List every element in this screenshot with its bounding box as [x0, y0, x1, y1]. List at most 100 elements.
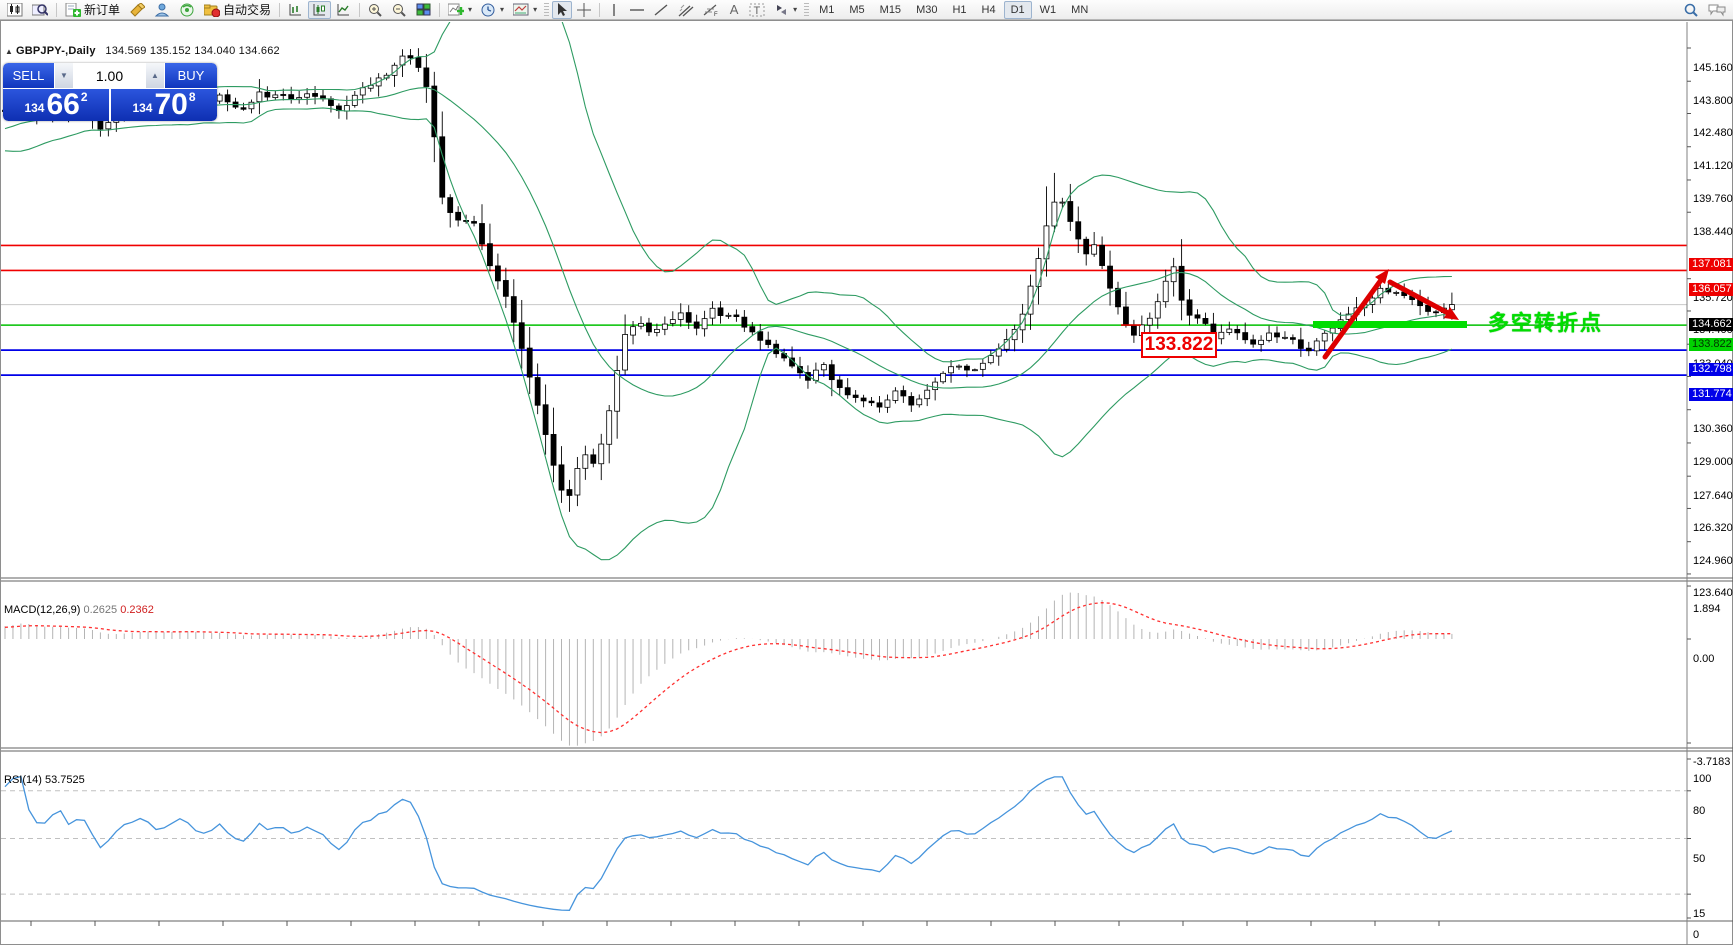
horizontal-line-tool-button[interactable] [625, 1, 649, 19]
toolbar-separator [439, 2, 441, 17]
timeframe-mn-button[interactable]: MN [1071, 3, 1089, 16]
rsi-axis-tick: 100 [1693, 773, 1712, 785]
rsi-axis-tick: 50 [1693, 852, 1706, 865]
rsi-axis-tick: 80 [1693, 804, 1706, 817]
equidistant-channel-icon [678, 4, 694, 16]
toolbar-grip [544, 2, 550, 17]
candlestick-type-button[interactable] [308, 0, 332, 19]
zoom-out-button[interactable] [388, 1, 411, 19]
crosshair-icon [577, 2, 592, 17]
zoom-in-button[interactable] [364, 1, 387, 19]
one-click-trading-panel: SELL ▼ 1.00 ▲ BUY 134 66 2 134 70 8 [3, 63, 217, 121]
symbol-name: GBPJPY-,Daily [16, 45, 96, 57]
community-icon [154, 3, 170, 16]
periods-button[interactable]: ▾ [477, 1, 508, 19]
turning-point-annotation[interactable]: 多空转折点 [1488, 312, 1603, 335]
timeframe-m1-button[interactable]: M1 [819, 3, 835, 16]
trendline-tool-button[interactable] [650, 1, 673, 19]
templates-button[interactable]: ▾ [509, 1, 541, 19]
timeframe-m5-button[interactable]: M5 [849, 3, 865, 16]
timeframe-w1-button[interactable]: W1 [1039, 3, 1057, 16]
price-axis-tick: 141.120 [1693, 160, 1733, 173]
price-axis-tick: 123.640 [1693, 587, 1733, 600]
search-icon [1684, 3, 1698, 17]
macd-value: 0.2625 [83, 604, 118, 616]
channel-tool-button[interactable] [674, 1, 698, 19]
market-watch-button[interactable] [125, 1, 149, 19]
candlestick-type-icon [313, 3, 326, 15]
timeframe-m30-button[interactable]: M30 [916, 3, 938, 16]
text-tool-button[interactable]: A [724, 1, 744, 19]
fibonacci-tool-button[interactable]: F [699, 1, 723, 19]
toolbar-separator [279, 2, 281, 17]
dropdown-arrow-icon: ▾ [533, 5, 538, 14]
line-chart-type-button[interactable] [332, 1, 355, 19]
chart-annotations [1121, 269, 1467, 360]
timeframe-h1-button[interactable]: H1 [952, 3, 967, 16]
price-axis-tick: 143.800 [1693, 94, 1733, 107]
add-indicator-button[interactable]: ▾ [444, 1, 476, 19]
macd-axis-tick: 0.00 [1693, 653, 1715, 665]
crosshair-tool-button[interactable] [573, 1, 595, 19]
candlestick-chart-icon [7, 2, 23, 16]
chat-button[interactable] [1704, 1, 1730, 19]
volume-increase-button[interactable]: ▲ [146, 63, 164, 88]
rsi-axis-tick: 15 [1693, 908, 1706, 921]
rsi-pane [1, 775, 1687, 911]
toolbar-grip [804, 2, 810, 17]
candlesticks [2, 48, 1455, 512]
autotrade-button[interactable]: 自动交易 [200, 1, 275, 19]
cursor-tool-button[interactable] [552, 0, 573, 19]
macd-name: MACD(12,26,9) [4, 604, 81, 616]
chart-profile-button[interactable] [28, 1, 52, 19]
community-button[interactable] [150, 1, 174, 19]
volume-control: ▼ 1.00 ▲ [55, 63, 164, 88]
dropdown-arrow-icon: ▾ [793, 5, 798, 14]
sell-price-display[interactable]: 134 66 2 [3, 89, 109, 121]
buy-price-display[interactable]: 134 70 8 [111, 89, 217, 121]
buy-button[interactable]: BUY [165, 63, 217, 88]
macd-signal-value: 0.2362 [120, 604, 154, 616]
price-chart-canvas[interactable] [1, 21, 1733, 945]
signals-icon [180, 3, 194, 16]
dropdown-arrow-icon: ▾ [468, 5, 473, 14]
volume-input[interactable]: 1.00 [74, 63, 145, 88]
price-axis-tick: 138.440 [1693, 225, 1733, 238]
volume-decrease-button[interactable]: ▼ [55, 63, 73, 88]
tile-windows-button[interactable] [412, 1, 435, 19]
cursor-arrow-icon [558, 2, 568, 16]
tile-windows-icon [416, 3, 431, 15]
bar-chart-type-button[interactable] [284, 1, 307, 19]
price-axis-badge: 137.081 [1689, 258, 1733, 272]
bollinger-bands [4, 22, 1453, 561]
label-tool-button[interactable]: T [745, 1, 769, 19]
price-level-callout[interactable]: 133.822 [1141, 332, 1217, 358]
chart-window-button[interactable] [3, 1, 27, 19]
new-order-button[interactable]: 新订单 [61, 1, 124, 19]
toolbar-separator [56, 2, 57, 17]
new-order-label: 新订单 [84, 3, 121, 17]
macd-axis-tick: -3.7183 [1693, 755, 1731, 768]
sell-price-big: 66 [46, 88, 80, 121]
timeframe-d1-button[interactable]: D1 [1003, 0, 1032, 19]
rsi-axis-tick: 0 [1693, 929, 1700, 941]
panel-collapse-arrow-icon[interactable]: ▲ [5, 47, 13, 56]
toolbar-separator [359, 2, 361, 17]
chart-window[interactable]: ▲ GBPJPY-,Daily 134.569 135.152 134.040 … [0, 20, 1733, 945]
timeframe-h4-button[interactable]: H4 [981, 3, 996, 16]
rsi-name: RSI(14) [4, 774, 42, 786]
arrows-tool-button[interactable]: ▾ [770, 1, 801, 19]
price-axis-badge: 136.057 [1689, 283, 1733, 297]
timeframe-m15-button[interactable]: M15 [879, 3, 902, 16]
fibonacci-icon: F [703, 4, 718, 17]
vertical-line-icon [613, 3, 615, 16]
search-button[interactable] [1680, 1, 1703, 19]
buy-price-pip: 8 [188, 90, 196, 104]
price-axis-tick: 139.760 [1693, 193, 1733, 206]
line-chart-type-icon [337, 3, 350, 15]
vertical-line-tool-button[interactable] [604, 1, 624, 19]
sell-button[interactable]: SELL [3, 63, 54, 88]
add-indicator-icon [448, 3, 465, 15]
signals-button[interactable] [175, 1, 199, 19]
price-axis-badge: 132.798 [1689, 363, 1733, 377]
